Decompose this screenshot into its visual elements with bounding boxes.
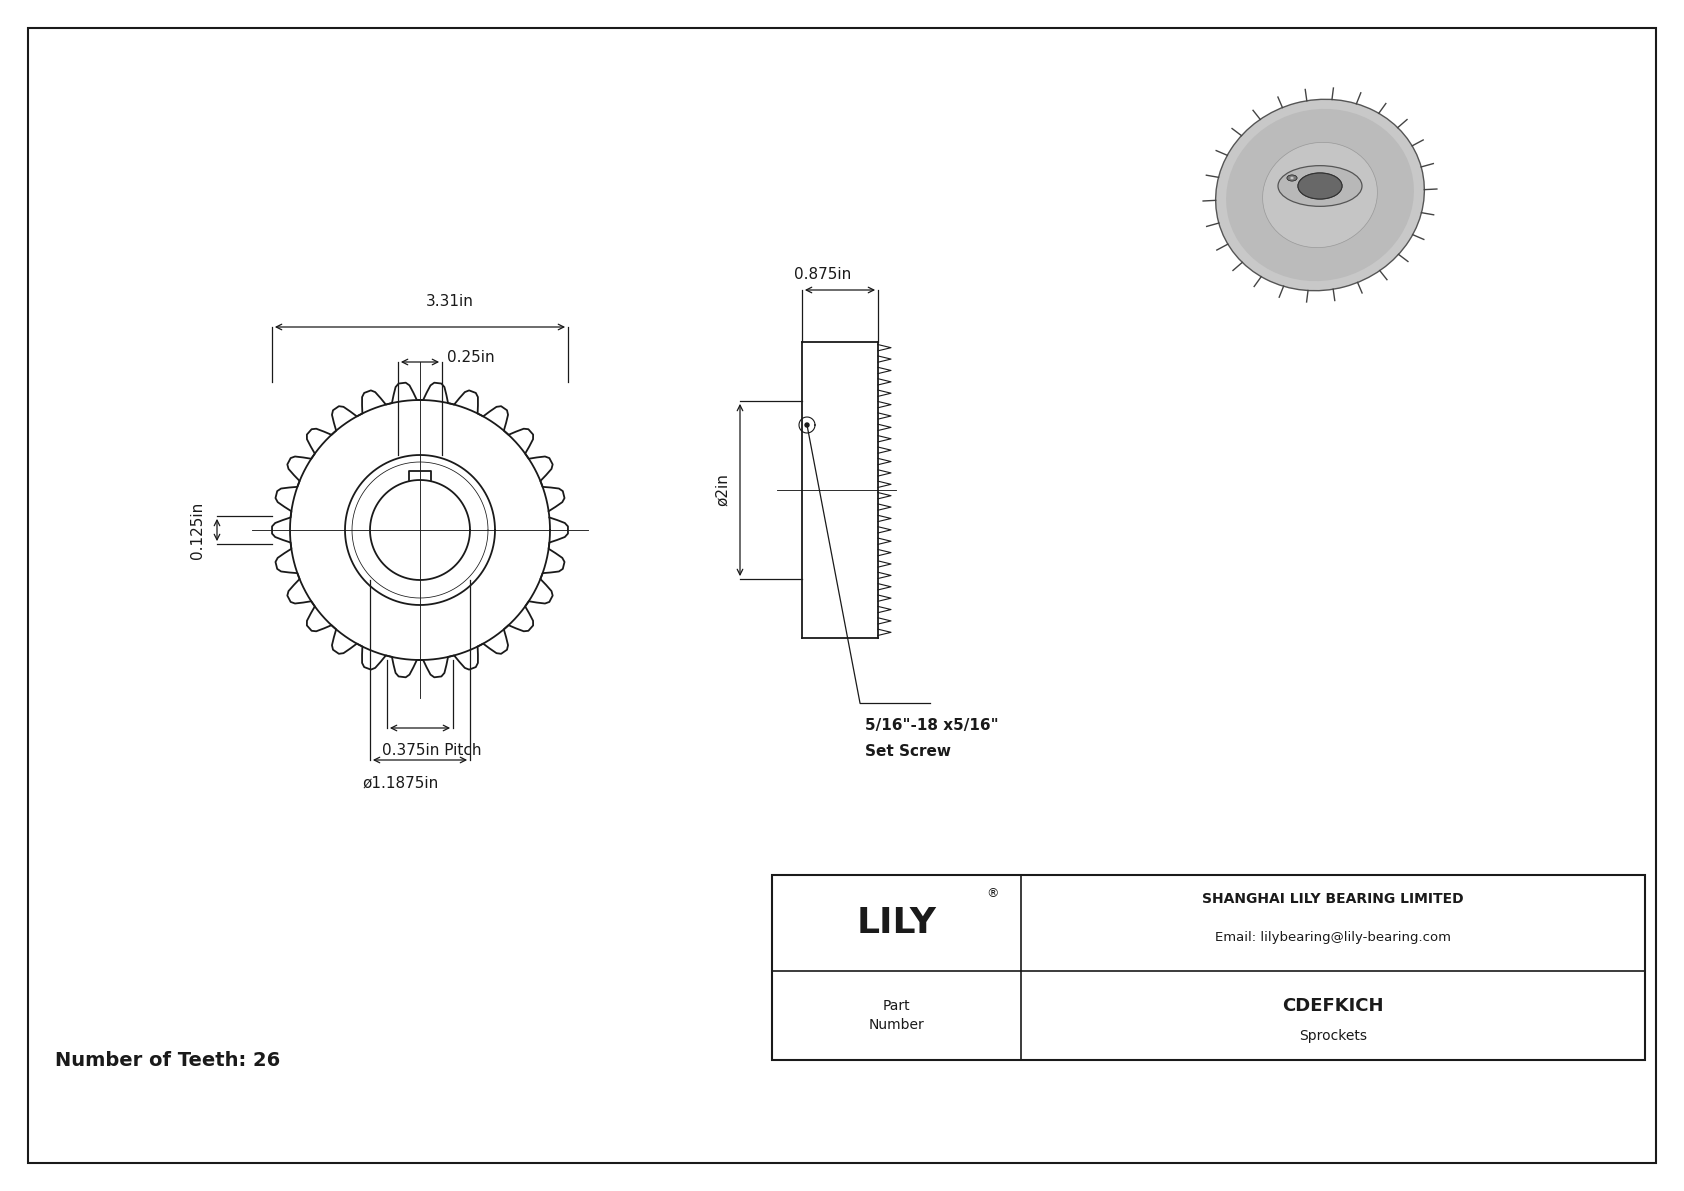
Text: ø1.1875in: ø1.1875in — [362, 775, 438, 790]
Ellipse shape — [1298, 173, 1342, 199]
Text: Sprockets: Sprockets — [1298, 1029, 1367, 1042]
Text: SHANGHAI LILY BEARING LIMITED: SHANGHAI LILY BEARING LIMITED — [1202, 892, 1463, 906]
Text: 0.875in: 0.875in — [793, 267, 850, 282]
Text: LILY: LILY — [857, 906, 936, 940]
Ellipse shape — [1287, 175, 1297, 181]
Ellipse shape — [1287, 175, 1297, 181]
Ellipse shape — [1226, 108, 1415, 281]
Text: Set Screw: Set Screw — [866, 744, 951, 759]
Text: Number of Teeth: 26: Number of Teeth: 26 — [56, 1050, 280, 1070]
Bar — [771, 875, 1645, 1060]
Text: 0.125in: 0.125in — [190, 501, 205, 559]
Polygon shape — [1278, 158, 1362, 186]
Ellipse shape — [1263, 143, 1378, 248]
Text: Email: lilybearing@lily-bearing.com: Email: lilybearing@lily-bearing.com — [1214, 931, 1452, 944]
Circle shape — [805, 423, 808, 428]
Ellipse shape — [1216, 99, 1425, 291]
Text: 5/16"-18 x5/16": 5/16"-18 x5/16" — [866, 718, 999, 732]
Text: 3.31in: 3.31in — [426, 294, 473, 308]
Text: CDEFKICH: CDEFKICH — [1282, 997, 1384, 1015]
Text: ®: ® — [987, 887, 999, 900]
Ellipse shape — [1290, 176, 1293, 180]
Text: 0.25in: 0.25in — [446, 349, 495, 364]
Ellipse shape — [1290, 176, 1295, 180]
Text: Part
Number: Part Number — [869, 999, 925, 1033]
Ellipse shape — [1278, 166, 1362, 206]
Ellipse shape — [1298, 173, 1342, 199]
Text: 0.375in Pitch: 0.375in Pitch — [382, 743, 482, 757]
Text: ø2in: ø2in — [716, 474, 729, 506]
